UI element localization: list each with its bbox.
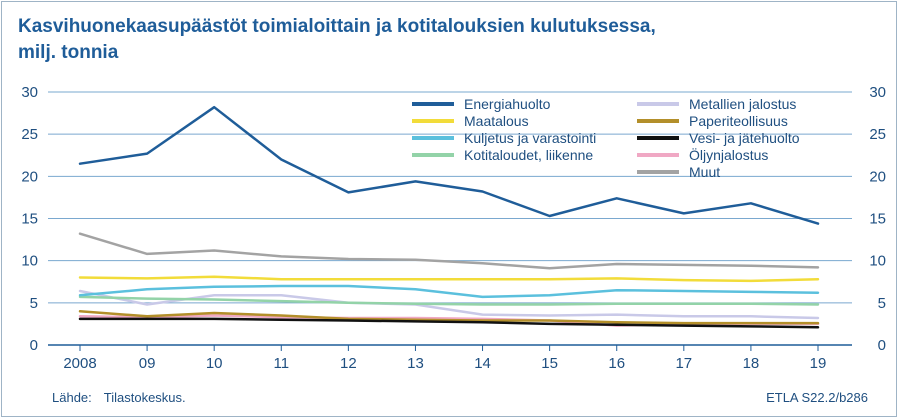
x-tick-label: 12 — [340, 355, 357, 372]
x-tick-label: 09 — [139, 355, 156, 372]
y-tick-label-right: 20 — [869, 168, 886, 185]
y-tick-label-right: 30 — [869, 84, 886, 101]
series-line-7 — [78, 317, 820, 329]
y-tick-label-right: 5 — [878, 295, 886, 312]
x-tick-label: 14 — [474, 355, 491, 372]
y-tick-label-left: 30 — [21, 84, 38, 101]
legend-label: Maatalous — [464, 113, 529, 129]
series-line-3 — [78, 284, 820, 299]
y-tick-label-right: 10 — [869, 253, 886, 270]
y-tick-label-left: 20 — [21, 168, 38, 185]
x-tick-label: 10 — [206, 355, 223, 372]
series-line-4 — [78, 295, 820, 306]
legend-label: Paperiteollisuus — [689, 113, 788, 129]
x-tick-label: 18 — [743, 355, 760, 372]
x-tick-label: 17 — [675, 355, 692, 372]
source-note: Lähde: Tilastokeskus. — [52, 390, 186, 405]
chart-title: Kasvihuonekaasupäästöt toimialoittain ja… — [18, 14, 778, 66]
legend-label: Kuljetus ja varastointi — [464, 130, 596, 146]
y-tick-label-left: 10 — [21, 253, 38, 270]
series-line-9 — [78, 232, 820, 270]
series-line-5 — [78, 289, 820, 320]
legend-label: Muut — [689, 164, 720, 180]
x-tick-label: 15 — [541, 355, 558, 372]
x-tick-label: 16 — [608, 355, 625, 372]
y-tick-label-left: 25 — [21, 126, 38, 143]
y-tick-label-right: 0 — [878, 337, 886, 354]
series-line-6 — [78, 310, 820, 325]
source-text: Tilastokeskus. — [103, 390, 186, 405]
y-tick-label-left: 5 — [30, 295, 38, 312]
x-tick-label: 13 — [407, 355, 424, 372]
x-axis: 2008 09 10 11 12 13 14 15 16 17 18 19 — [63, 345, 826, 372]
source-label: Lähde: — [52, 390, 92, 405]
x-tick-label: 2008 — [63, 355, 96, 372]
legend-label: Vesi- ja jätehuolto — [689, 130, 800, 146]
chart-title-line-1: Kasvihuonekaasupäästöt toimialoittain ja… — [18, 16, 656, 37]
y-tick-label-left: 0 — [30, 337, 38, 354]
series-lines — [78, 105, 820, 329]
legend-label: Metallien jalostus — [689, 96, 796, 112]
x-tick-label: 19 — [810, 355, 827, 372]
legend-label: Öljynjalostus — [689, 146, 768, 163]
x-tick-label: 11 — [273, 355, 289, 372]
chart-title-line-2: milj. tonnia — [18, 42, 119, 63]
y-tick-label-right: 25 — [869, 126, 886, 143]
legend-label: Kotitaloudet, liikenne — [464, 147, 593, 163]
series-line-1 — [78, 105, 820, 225]
chart-code: ETLA S22.2/b286 — [766, 390, 868, 405]
series-line-2 — [78, 275, 820, 283]
y-tick-label-left: 15 — [21, 211, 38, 228]
y-tick-label-right: 15 — [869, 211, 886, 228]
legend-label: Energiahuolto — [464, 96, 551, 112]
